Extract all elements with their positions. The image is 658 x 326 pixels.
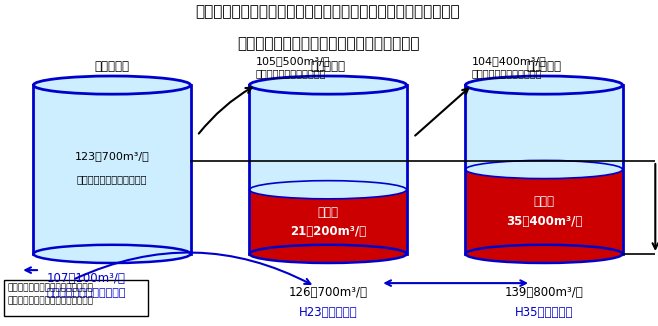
Ellipse shape bbox=[34, 245, 191, 263]
Text: 平成３５年: 平成３５年 bbox=[526, 60, 561, 73]
Polygon shape bbox=[34, 85, 191, 254]
Text: に実施した市町村水需要調査による: に実施した市町村水需要調査による bbox=[7, 296, 93, 305]
Ellipse shape bbox=[465, 245, 622, 263]
Text: 飯梨川水源＋市町自己水源: 飯梨川水源＋市町自己水源 bbox=[472, 68, 542, 79]
Text: 水道用水需要予測量は平成１４年度: 水道用水需要予測量は平成１４年度 bbox=[7, 283, 93, 292]
Ellipse shape bbox=[249, 181, 407, 199]
Polygon shape bbox=[249, 85, 407, 254]
Text: 35，400m³/日: 35，400m³/日 bbox=[506, 215, 582, 228]
Polygon shape bbox=[465, 170, 622, 254]
Text: 104，400m³/日: 104，400m³/日 bbox=[472, 56, 547, 66]
Text: H35需要予測量: H35需要予測量 bbox=[515, 306, 573, 319]
Text: H23需要予測量: H23需要予測量 bbox=[299, 306, 357, 319]
Ellipse shape bbox=[465, 76, 622, 94]
Text: 平成１３・２３・３５年における水源水量及び需要量の変化予測: 平成１３・２３・３５年における水源水量及び需要量の変化予測 bbox=[195, 4, 461, 19]
Ellipse shape bbox=[34, 76, 191, 94]
Text: 107，100m³/日: 107，100m³/日 bbox=[47, 272, 126, 285]
Text: 一日最大給水量（需要量）: 一日最大給水量（需要量） bbox=[47, 288, 126, 298]
Text: 飯梨川水源＋市町自己水源: 飯梨川水源＋市町自己水源 bbox=[256, 68, 326, 79]
Text: 平成２３年: 平成２３年 bbox=[311, 60, 345, 73]
Polygon shape bbox=[249, 190, 407, 254]
Polygon shape bbox=[4, 280, 148, 316]
Ellipse shape bbox=[465, 160, 622, 179]
Ellipse shape bbox=[249, 245, 407, 263]
Text: 平成１３年: 平成１３年 bbox=[95, 60, 130, 73]
Text: 123，700m³/日: 123，700m³/日 bbox=[74, 152, 149, 161]
Text: 不足量: 不足量 bbox=[318, 206, 338, 218]
Text: 139，800m³/日: 139，800m³/日 bbox=[505, 286, 584, 299]
Text: 不足量: 不足量 bbox=[534, 196, 555, 208]
Text: （島根県水道用水供給事業対象の４市１町）: （島根県水道用水供給事業対象の４市１町） bbox=[237, 37, 419, 52]
Text: 126，700m³/日: 126，700m³/日 bbox=[288, 286, 368, 299]
Text: 105，500m³/日: 105，500m³/日 bbox=[256, 56, 330, 66]
Ellipse shape bbox=[249, 76, 407, 94]
Text: 21，200m³/日: 21，200m³/日 bbox=[290, 225, 366, 238]
Polygon shape bbox=[465, 85, 622, 254]
Text: 飯梨川水源＋市町自己水源: 飯梨川水源＋市町自己水源 bbox=[77, 174, 147, 184]
